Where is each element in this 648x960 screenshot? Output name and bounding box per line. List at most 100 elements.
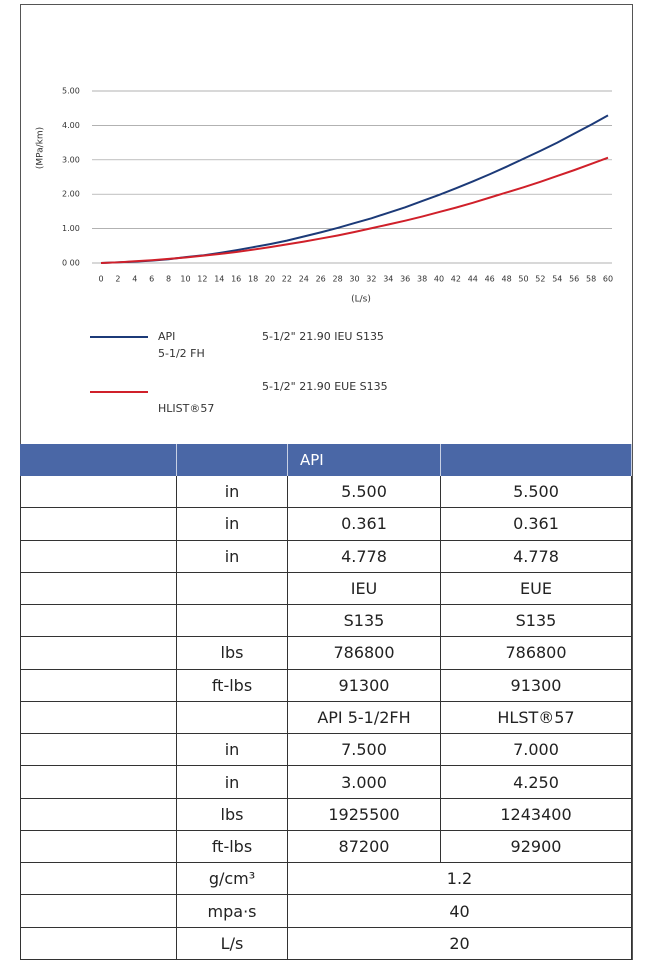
value-cell: 786800: [288, 637, 441, 670]
unit-cell: [177, 701, 288, 735]
x-tick-label: 22: [282, 275, 292, 284]
row-label-cell: [20, 540, 177, 573]
x-tick-label: 26: [316, 275, 326, 284]
unit-cell: g/cm³: [177, 863, 288, 896]
x-tick-label: 32: [366, 275, 376, 284]
unit-cell: in: [177, 540, 288, 573]
value-cell: 4.250: [441, 766, 632, 799]
x-axis-title: (L/s): [351, 295, 371, 305]
unit-cell: L/s: [177, 927, 288, 960]
legend-label: 5-1/2" 21.90 IEU S135: [262, 330, 384, 343]
y-tick-label: 4.00: [62, 121, 80, 130]
x-tick-label: 28: [333, 275, 343, 284]
unit-cell: in: [177, 766, 288, 799]
unit-cell: [177, 572, 288, 606]
x-tick-label: 36: [400, 275, 410, 284]
unit-cell: in: [177, 508, 288, 541]
value-cell: HLST®57: [441, 701, 632, 735]
x-tick-label: 6: [149, 275, 154, 284]
x-tick-label: 50: [518, 275, 528, 284]
value-cell: EUE: [441, 572, 632, 606]
row-label-cell: [20, 830, 177, 864]
x-tick-label: 40: [434, 275, 444, 284]
x-tick-label: 58: [586, 275, 596, 284]
x-tick-label: 42: [451, 275, 461, 284]
value-cell: 40: [288, 895, 632, 928]
row-label-cell: [20, 476, 177, 509]
x-tick-label: 48: [502, 275, 512, 284]
header-cell: [441, 444, 632, 476]
x-tick-label: 10: [180, 275, 190, 284]
value-cell: 92900: [441, 830, 632, 864]
unit-cell: ft-lbs: [177, 830, 288, 864]
x-tick-label: 12: [197, 275, 207, 284]
value-cell: 7.500: [288, 734, 441, 767]
row-label-cell: [20, 798, 177, 831]
row-label-cell: [20, 766, 177, 799]
header-cell: [20, 444, 177, 476]
value-cell: IEU: [288, 572, 441, 606]
unit-cell: [177, 605, 288, 638]
x-tick-label: 38: [417, 275, 427, 284]
legend-label: 5-1/2" 21.90 EUE S135: [262, 380, 388, 393]
legend-note: HLIST®57: [158, 402, 214, 415]
x-tick-label: 54: [552, 275, 562, 284]
header-cell: [177, 444, 288, 476]
value-cell: 0.361: [441, 508, 632, 541]
x-tick-label: 56: [569, 275, 579, 284]
unit-cell: lbs: [177, 798, 288, 831]
x-tick-label: 30: [349, 275, 359, 284]
x-tick-label: 2: [115, 275, 120, 284]
series-line: [100, 114, 609, 264]
value-cell: API 5-1/2FH: [288, 701, 441, 735]
value-cell: S135: [441, 605, 632, 638]
row-label-cell: [20, 669, 177, 702]
value-cell: 91300: [441, 669, 632, 702]
series-line: [100, 156, 609, 264]
row-label-cell: [20, 927, 177, 960]
value-cell: 4.778: [441, 540, 632, 573]
x-tick-label: 52: [535, 275, 545, 284]
x-tick-label: 60: [603, 275, 613, 284]
value-cell: 0.361: [288, 508, 441, 541]
row-label-cell: [20, 895, 177, 928]
x-tick-label: 34: [383, 275, 393, 284]
value-cell: 7.000: [441, 734, 632, 767]
row-label-cell: [20, 605, 177, 638]
y-axis-title: (MPa/km): [36, 127, 46, 169]
value-cell: 5.500: [288, 476, 441, 509]
y-tick-label: 5.00: [62, 87, 80, 96]
x-tick-label: 0: [98, 275, 103, 284]
x-tick-label: 14: [214, 275, 224, 284]
value-cell: 91300: [288, 669, 441, 702]
y-tick-label: 0 00: [62, 259, 80, 268]
row-label-cell: [20, 572, 177, 606]
x-tick-label: 44: [468, 275, 478, 284]
value-cell: S135: [288, 605, 441, 638]
value-cell: 1925500: [288, 798, 441, 831]
legend-note: 5-1/2 FH: [158, 347, 205, 360]
value-cell: 4.778: [288, 540, 441, 573]
value-cell: 5.500: [441, 476, 632, 509]
row-label-cell: [20, 508, 177, 541]
x-tick-label: 16: [231, 275, 241, 284]
row-label-cell: [20, 701, 177, 735]
y-tick-label: 1.00: [62, 224, 80, 233]
x-tick-label: 4: [132, 275, 137, 284]
unit-cell: ft-lbs: [177, 669, 288, 702]
x-tick-label: 8: [166, 275, 171, 284]
value-cell: 1.2: [288, 863, 632, 896]
value-cell: 20: [288, 927, 632, 960]
header-cell: API: [288, 444, 441, 476]
value-cell: 87200: [288, 830, 441, 864]
y-tick-label: 2.00: [62, 190, 80, 199]
value-cell: 1243400: [441, 798, 632, 831]
chart: (MPa/km) (L/s) 0 00 1.00 2.00 3.00 4.00 5.00 0…: [36, 87, 614, 416]
x-tick-label: 18: [248, 275, 258, 284]
row-label-cell: [20, 637, 177, 670]
x-tick-label: 20: [265, 275, 275, 284]
unit-cell: lbs: [177, 637, 288, 670]
x-tick-label: 46: [485, 275, 495, 284]
legend-note: API: [158, 330, 175, 343]
